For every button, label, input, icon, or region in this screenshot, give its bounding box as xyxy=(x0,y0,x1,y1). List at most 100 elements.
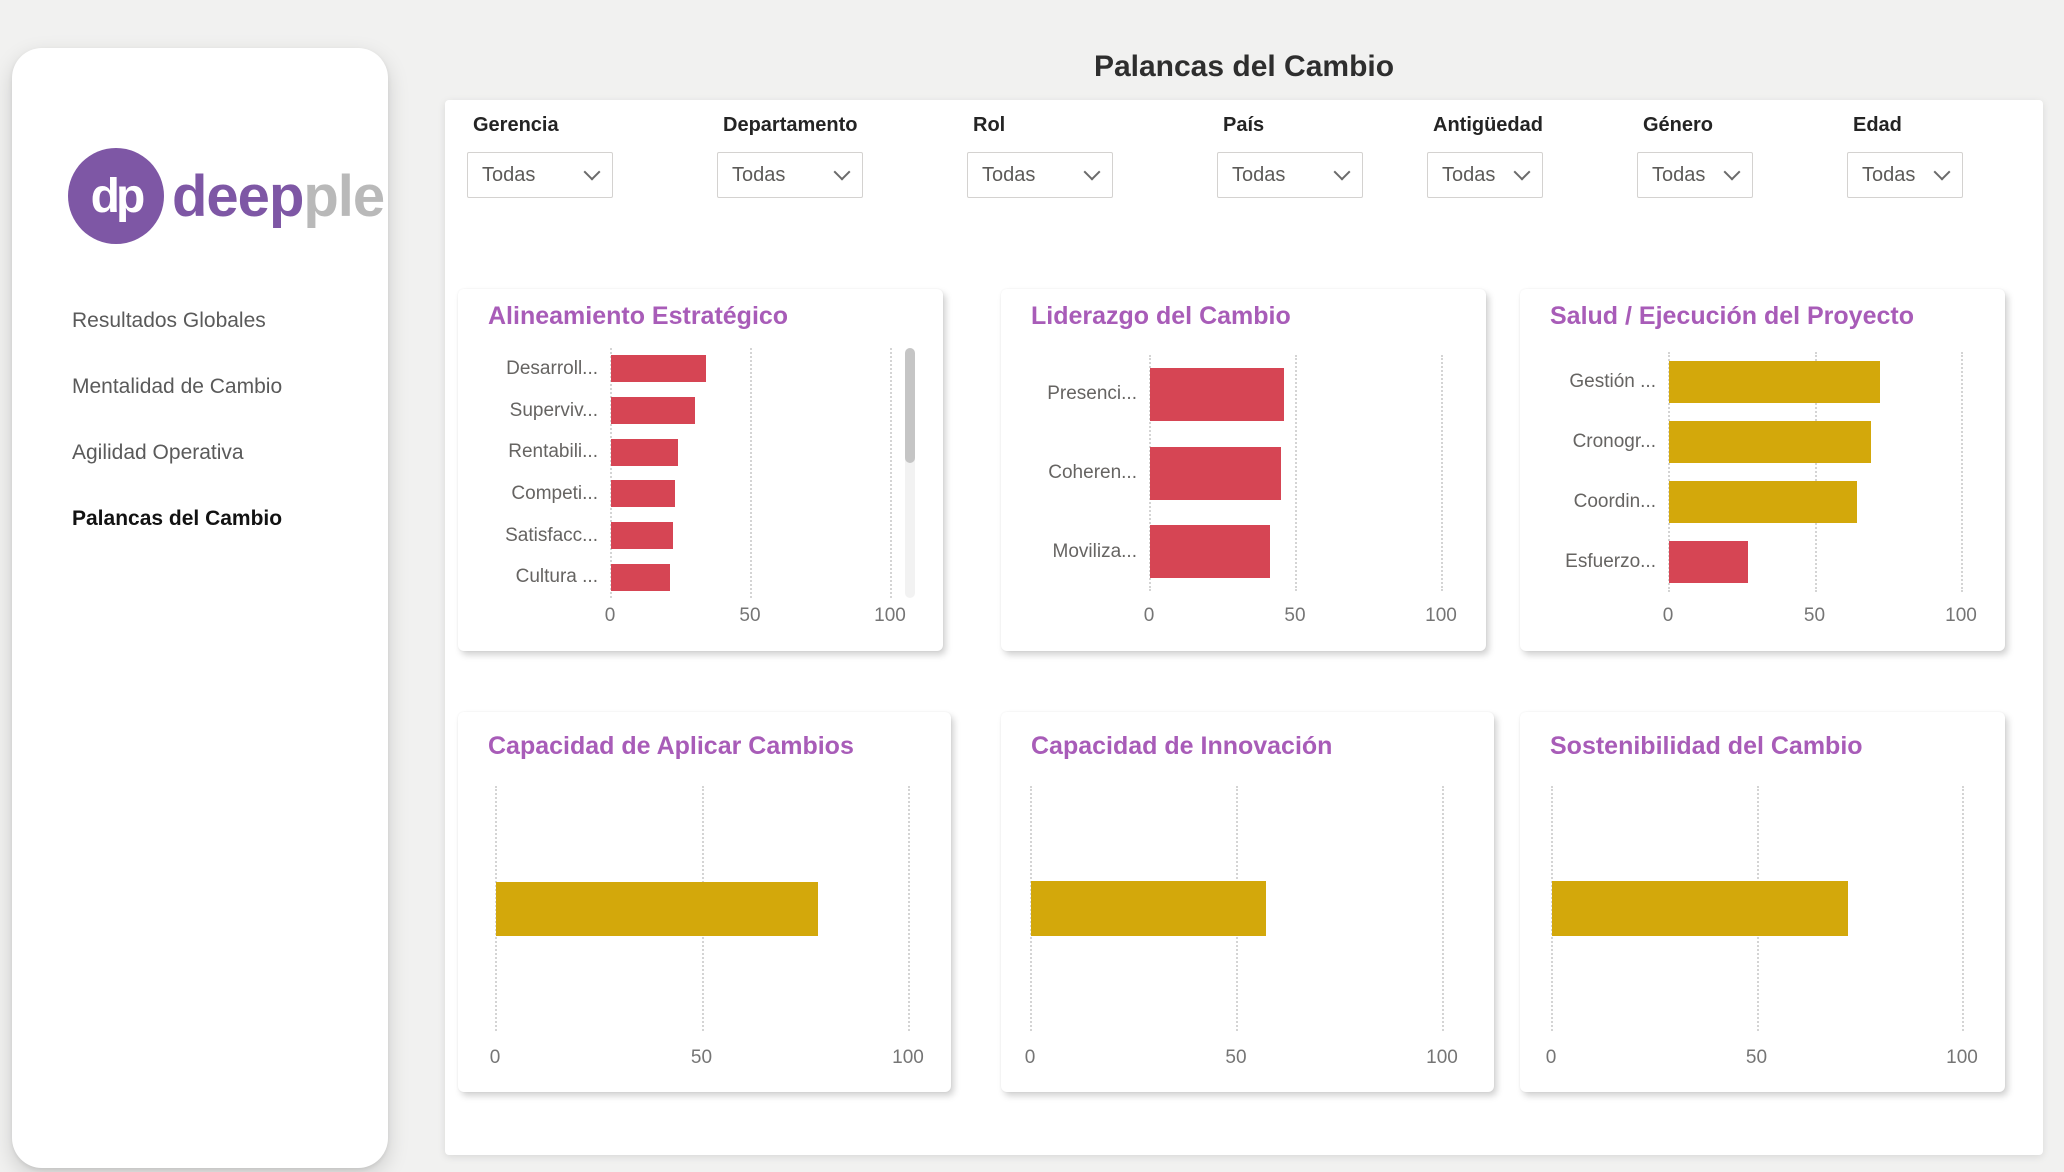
chart-bar[interactable] xyxy=(1669,361,1880,403)
chart-title: Liderazgo del Cambio xyxy=(1031,302,1291,330)
chart-card-liderazgo-del-cambio: Liderazgo del Cambio 0 50 100 Presenci... Co… xyxy=(1001,289,1486,651)
filter-dropdown-gerencia[interactable]: Todas xyxy=(467,152,613,198)
chart-title: Capacidad de Aplicar Cambios xyxy=(488,732,854,760)
filter-dropdown-antiguedad[interactable]: Todas xyxy=(1427,152,1543,198)
chart-scrollbar-thumb[interactable] xyxy=(905,348,915,463)
filter-label: Departamento xyxy=(723,114,858,136)
chart-card-capacidad-de-innovacion: Capacidad de Innovación 0 50 100 xyxy=(1001,712,1494,1092)
chart-scrollbar-track[interactable] xyxy=(905,348,915,598)
chevron-down-icon xyxy=(1933,163,1951,180)
gridline xyxy=(610,348,612,598)
gridline xyxy=(1295,355,1297,591)
filter-label: Edad xyxy=(1853,114,1902,136)
logo: dp deepple xyxy=(68,148,385,244)
chart-bar[interactable] xyxy=(1150,367,1285,421)
axis-tick-label: 100 xyxy=(874,605,906,626)
nav-item-mentalidad-de-cambio[interactable]: Mentalidad de Cambio xyxy=(72,375,283,398)
sidebar-nav: Resultados Globales Mentalidad de Cambio… xyxy=(72,306,358,570)
chevron-down-icon xyxy=(833,163,851,180)
chart-title: Sostenibilidad del Cambio xyxy=(1550,732,1863,760)
filter-dropdown-edad[interactable]: Todas xyxy=(1847,152,1963,198)
chevron-down-icon xyxy=(1333,163,1351,180)
axis-tick-label: 100 xyxy=(1946,1047,1978,1068)
category-label: Esfuerzo... xyxy=(1565,551,1656,572)
gridline xyxy=(1814,352,1817,592)
nav-item-agilidad-operativa[interactable]: Agilidad Operativa xyxy=(72,441,244,464)
logo-text-primary: deep xyxy=(172,163,304,229)
gridline xyxy=(908,786,910,1031)
chart-card-alineamiento-estrategico: Alineamiento Estratégico 0 50 100 Desarroll… xyxy=(458,289,943,651)
chart-bar[interactable] xyxy=(611,355,707,383)
axis-tick-label: 50 xyxy=(1284,605,1306,626)
chart-bar[interactable] xyxy=(611,438,679,466)
chart-card-capacidad-de-aplicar-cambios: Capacidad de Aplicar Cambios 0 50 100 xyxy=(458,712,951,1092)
axis-tick-label: 0 xyxy=(604,605,616,626)
gridline xyxy=(750,348,752,598)
filter-label: Antigüedad xyxy=(1433,114,1543,136)
chevron-down-icon xyxy=(1513,163,1531,180)
category-label: Desarroll... xyxy=(506,357,598,379)
chart-bar[interactable] xyxy=(611,397,695,424)
logo-wordmark: deepple xyxy=(172,163,385,230)
chart-bar[interactable] xyxy=(611,522,673,549)
filter-dropdown-departamento[interactable]: Todas xyxy=(717,152,863,198)
plot-area xyxy=(495,786,910,1031)
gridline xyxy=(1961,352,1963,592)
category-label: Presenci... xyxy=(1047,383,1137,405)
axis-tick-label: 50 xyxy=(1745,1047,1768,1068)
category-label: Satisfacc... xyxy=(505,524,598,546)
chart-bar[interactable] xyxy=(1150,525,1270,579)
filter-label: Género xyxy=(1643,114,1714,136)
chart-card-salud-ejecucion-del-proyecto: Salud / Ejecución del Proyecto 0 50 100 Ges… xyxy=(1520,289,2005,651)
chart-bar[interactable] xyxy=(1669,421,1872,463)
axis-tick-label: 50 xyxy=(690,1047,713,1068)
axis-tick-label: 50 xyxy=(1225,1047,1247,1068)
gridline xyxy=(890,348,892,598)
axis-tick-label: 50 xyxy=(1803,605,1826,626)
axis-tick-label: 0 xyxy=(1024,1047,1036,1068)
chart-bar[interactable] xyxy=(1031,881,1266,936)
nav-item-palancas-del-cambio[interactable]: Palancas del Cambio xyxy=(72,507,283,530)
filter-value: Todas xyxy=(482,163,536,186)
category-label: Gestión ... xyxy=(1569,371,1656,392)
filter-value: Todas xyxy=(1862,163,1916,186)
chart-bar[interactable] xyxy=(1150,446,1282,500)
axis-tick-label: 100 xyxy=(892,1047,924,1068)
category-label: Cronogr... xyxy=(1572,431,1656,452)
chart-plot: 0 50 100 Desarroll... Superviv... Rentabili..… xyxy=(458,289,943,651)
category-label: Cultura ... xyxy=(515,566,598,588)
report-canvas: Gerencia Todas Departamento Todas Rol To… xyxy=(445,100,2043,1155)
chart-plot: 0 50 100 xyxy=(458,712,951,1092)
filter-value: Todas xyxy=(732,163,786,186)
category-label: Coordin... xyxy=(1573,491,1656,512)
axis-tick-label: 0 xyxy=(1545,1047,1557,1068)
gridline xyxy=(1962,786,1964,1031)
filter-dropdown-rol[interactable]: Todas xyxy=(967,152,1113,198)
axis-tick-label: 100 xyxy=(1945,605,1977,626)
chart-plot: 0 50 100 xyxy=(1001,712,1494,1092)
chart-bar[interactable] xyxy=(611,563,670,591)
filter-dropdown-genero[interactable]: Todas xyxy=(1637,152,1753,198)
axis-tick-label: 0 xyxy=(1143,605,1155,626)
category-label: Moviliza... xyxy=(1052,540,1137,562)
chart-bar[interactable] xyxy=(1552,881,1848,936)
axis-tick-label: 50 xyxy=(739,605,761,626)
filter-value: Todas xyxy=(982,163,1036,186)
gridline xyxy=(1441,355,1443,591)
category-label: Coheren... xyxy=(1048,462,1137,483)
nav-item-resultados-globales[interactable]: Resultados Globales xyxy=(72,309,266,332)
chart-bar[interactable] xyxy=(1669,541,1749,583)
plot-area xyxy=(1668,352,1963,592)
chart-bar[interactable] xyxy=(611,480,676,508)
logo-text-secondary: ple xyxy=(303,163,385,229)
sidebar: dp deepple Resultados Globales Mentalida… xyxy=(12,48,388,1168)
category-label: Superviv... xyxy=(509,399,598,421)
chart-bar[interactable] xyxy=(1669,481,1857,523)
filter-dropdown-pais[interactable]: Todas xyxy=(1217,152,1363,198)
filter-label: Rol xyxy=(973,114,1006,136)
chart-bar[interactable] xyxy=(496,881,819,936)
logo-icon: dp xyxy=(68,148,164,244)
page-title: Palancas del Cambio xyxy=(1093,50,1395,83)
filter-value: Todas xyxy=(1232,163,1286,186)
